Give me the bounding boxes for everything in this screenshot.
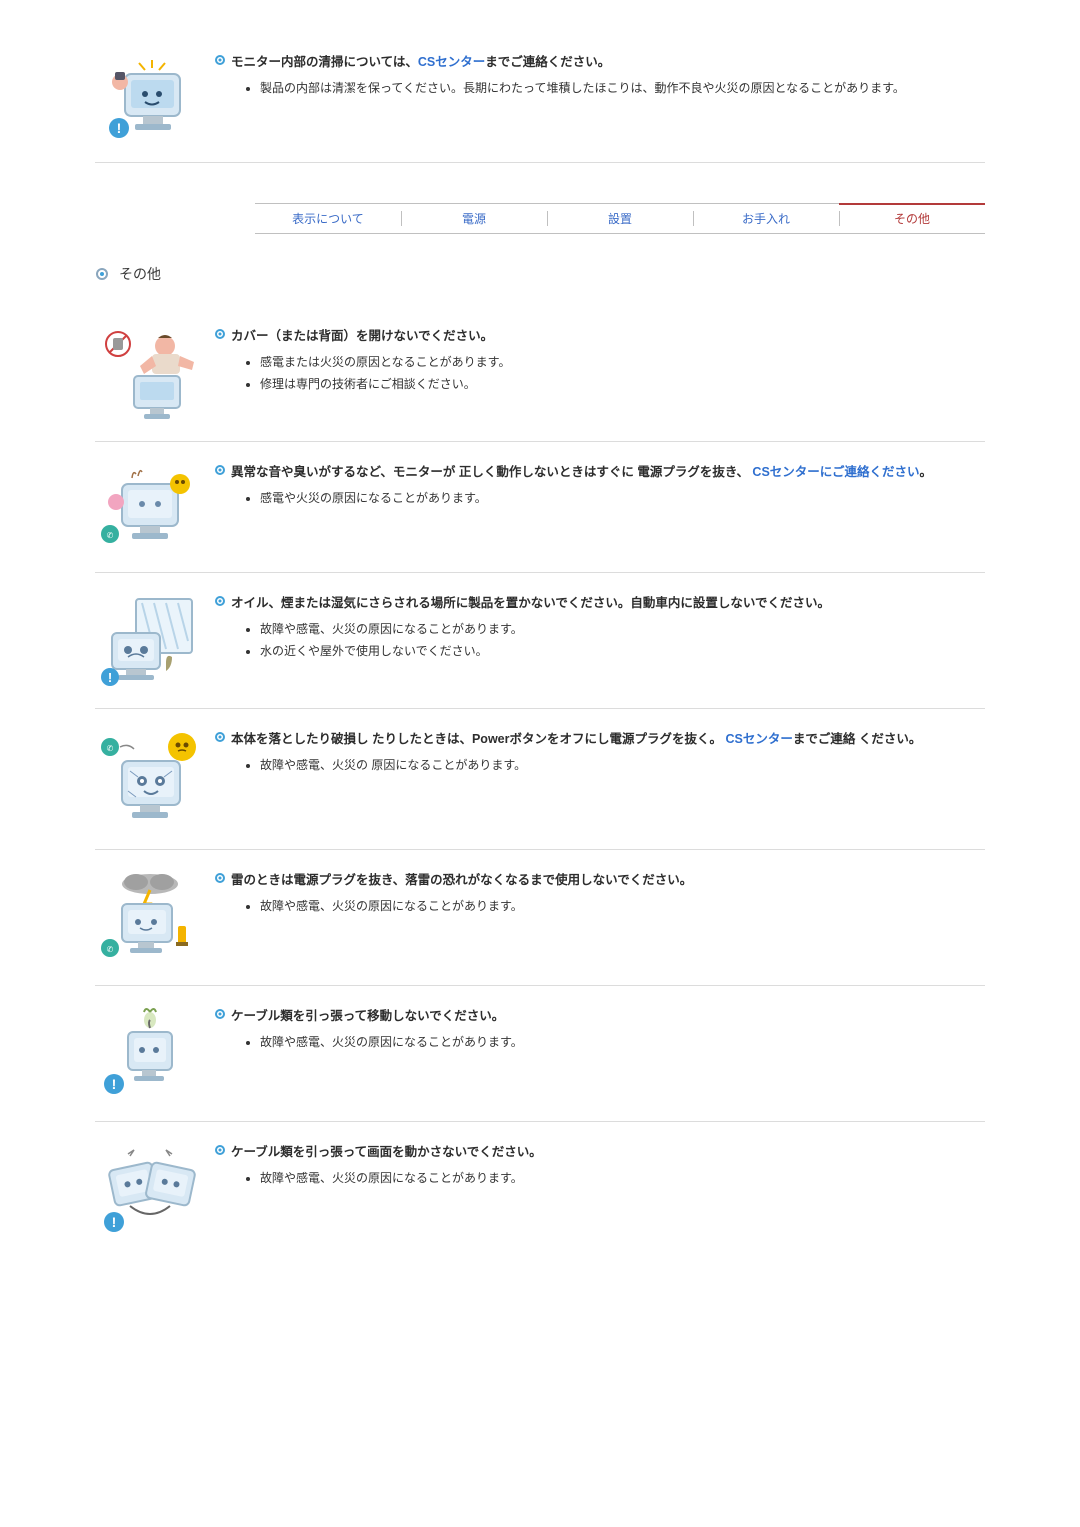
divider (95, 849, 985, 850)
list-item: 製品の内部は清潔を保ってください。長期にわたって堆積したほこりは、動作不良や火災… (260, 78, 985, 100)
list-item: 故障や感電、火災の原因になることがあります。 (260, 619, 985, 641)
illustration-cable-move: ! (95, 1006, 205, 1101)
sub-list: 感電または火災の原因となることがあります。 修理は専門の技術者にご相談ください。 (215, 352, 985, 395)
tab-other[interactable]: その他 (839, 204, 985, 233)
illustration-abnormal: ✆ (95, 462, 205, 552)
cs-center-link[interactable]: CSセンター (725, 732, 792, 746)
svg-text:!: ! (108, 670, 112, 685)
section-title: その他 (95, 264, 985, 284)
divider (95, 162, 985, 163)
heading-text: 異常な音や臭いがするなど、モニターが 正しく動作しないときはすぐに 電源プラグを… (231, 462, 932, 482)
content-cleaning: モニター内部の清掃については、CSセンターまでご連絡ください。 製品の内部は清潔… (205, 52, 985, 100)
sub-list: 故障や感電、火災の 原因になることがあります。 (215, 755, 985, 777)
list-item: 水の近くや屋外で使用しないでください。 (260, 641, 985, 663)
tab-display[interactable]: 表示について (255, 204, 401, 233)
illustration-drop: ✆ (95, 729, 205, 829)
bullet-icon (215, 55, 225, 65)
svg-text:!: ! (112, 1214, 117, 1230)
sub-list: 故障や感電、火災の原因になることがあります。 (215, 1032, 985, 1054)
svg-text:✆: ✆ (107, 531, 114, 540)
heading-text: ケーブル類を引っ張って画面を動かさないでください。 (231, 1142, 542, 1162)
bullet-icon (215, 465, 225, 475)
illustration-cable-screen: ! (95, 1142, 205, 1237)
divider (95, 985, 985, 986)
block-cleaning: ! モニター内部の清掃については、CSセンターまでご連絡ください。 製品の内部は… (95, 40, 985, 154)
tab-install[interactable]: 設置 (547, 204, 693, 233)
cs-center-link[interactable]: CSセンター (418, 55, 485, 69)
divider (95, 441, 985, 442)
list-item: 感電や火災の原因になることがあります。 (260, 488, 985, 510)
content-abnormal: 異常な音や臭いがするなど、モニターが 正しく動作しないときはすぐに 電源プラグを… (205, 462, 985, 510)
bullet-icon (215, 329, 225, 339)
heading-text: 本体を落としたり破損し たりしたときは、Powerボタンをオフにし電源プラグを抜… (231, 729, 921, 749)
content-oil: オイル、煙または湿気にさらされる場所に製品を置かないでください。自動車内に設置し… (205, 593, 985, 662)
svg-text:✆: ✆ (107, 744, 114, 753)
block-thunder: ✆ 雷のときは電源プラグを抜き、落雷の恐れがなくなるまで使用しないでください。 … (95, 858, 985, 977)
cs-center-link[interactable]: CSセンターにご連絡ください (752, 465, 919, 479)
list-item: 故障や感電、火災の原因になることがあります。 (260, 896, 985, 918)
block-cable-move: ! ケーブル類を引っ張って移動しないでください。 故障や感電、火災の原因になるこ… (95, 994, 985, 1113)
divider (95, 708, 985, 709)
svg-text:!: ! (117, 120, 122, 136)
block-cable-screen: ! ケーブル類を引っ張って画面を動かさないでください。 故障や感電、火災の原因に… (95, 1130, 985, 1249)
illustration-oil: ! (95, 593, 205, 688)
bullet-icon (215, 873, 225, 883)
heading-text: オイル、煙または湿気にさらされる場所に製品を置かないでください。自動車内に設置し… (231, 593, 830, 613)
heading-text: ケーブル類を引っ張って移動しないでください。 (231, 1006, 504, 1026)
illustration-cleaning: ! (95, 52, 205, 142)
bullet-icon (215, 1145, 225, 1155)
tab-power[interactable]: 電源 (401, 204, 547, 233)
list-item: 故障や感電、火災の原因になることがあります。 (260, 1168, 985, 1190)
content-cover: カバー（または背面）を開けないでください。 感電または火災の原因となることがあり… (205, 326, 985, 395)
heading-text: 雷のときは電源プラグを抜き、落雷の恐れがなくなるまで使用しないでください。 (231, 870, 692, 890)
list-item: 修理は専門の技術者にご相談ください。 (260, 374, 985, 396)
divider (95, 1121, 985, 1122)
svg-text:!: ! (112, 1076, 117, 1092)
block-oil: ! オイル、煙または湿気にさらされる場所に製品を置かないでください。自動車内に設… (95, 581, 985, 700)
list-item: 故障や感電、火災の 原因になることがあります。 (260, 755, 985, 777)
block-cover: カバー（または背面）を開けないでください。 感電または火災の原因となることがあり… (95, 314, 985, 433)
bullet-icon (215, 596, 225, 606)
bullet-icon (215, 1009, 225, 1019)
svg-text:✆: ✆ (107, 945, 114, 954)
heading-text: カバー（または背面）を開けないでください。 (231, 326, 493, 346)
sub-list: 製品の内部は清潔を保ってください。長期にわたって堆積したほこりは、動作不良や火災… (215, 78, 985, 100)
lead-bullet-icon (95, 267, 109, 281)
illustration-thunder: ✆ (95, 870, 205, 965)
content-cable-screen: ケーブル類を引っ張って画面を動かさないでください。 故障や感電、火災の原因になる… (205, 1142, 985, 1190)
content-thunder: 雷のときは電源プラグを抜き、落雷の恐れがなくなるまで使用しないでください。 故障… (205, 870, 985, 918)
heading-text: モニター内部の清掃については、CSセンターまでご連絡ください。 (231, 52, 610, 72)
sub-list: 故障や感電、火災の原因になることがあります。 (215, 1168, 985, 1190)
sub-list: 故障や感電、火災の原因になることがあります。 (215, 896, 985, 918)
list-item: 感電または火災の原因となることがあります。 (260, 352, 985, 374)
sub-list: 故障や感電、火災の原因になることがあります。 水の近くや屋外で使用しないでくださ… (215, 619, 985, 662)
block-drop: ✆ 本体を落としたり破損し たりしたときは、Powerボタンをオフにし電源プラグ… (95, 717, 985, 841)
list-item: 故障や感電、火災の原因になることがあります。 (260, 1032, 985, 1054)
bullet-icon (215, 732, 225, 742)
block-abnormal: ✆ 異常な音や臭いがするなど、モニターが 正しく動作しないときはすぐに 電源プラ… (95, 450, 985, 564)
tab-care[interactable]: お手入れ (693, 204, 839, 233)
divider (95, 572, 985, 573)
tabs: 表示について 電源 設置 お手入れ その他 (95, 203, 985, 234)
content-cable-move: ケーブル類を引っ張って移動しないでください。 故障や感電、火災の原因になることが… (205, 1006, 985, 1054)
content-drop: 本体を落としたり破損し たりしたときは、Powerボタンをオフにし電源プラグを抜… (205, 729, 985, 777)
illustration-cover (95, 326, 205, 421)
sub-list: 感電や火災の原因になることがあります。 (215, 488, 985, 510)
